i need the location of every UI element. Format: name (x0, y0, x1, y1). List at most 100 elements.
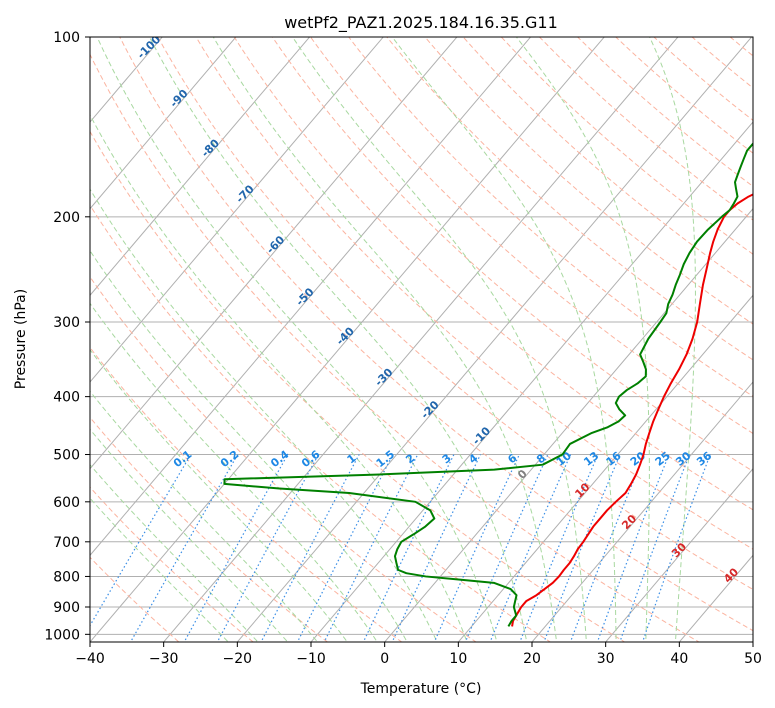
dry-adiabat (348, 37, 753, 397)
x-tick-label: 40 (670, 651, 688, 667)
moist-adiabat (90, 302, 378, 642)
moist-adiabat (391, 37, 617, 642)
moist-adiabat (90, 464, 259, 642)
isotherm-label: 10 (572, 480, 592, 500)
dry-adiabat (576, 37, 753, 187)
moist-adiabat (515, 37, 650, 642)
moist-adiabat (90, 113, 468, 642)
axis-ticks: −40 −30 −20 −10 0 10 20 30 40 50 1000 900 800 700 600 5… (44, 30, 762, 667)
mixing-ratio-line (519, 454, 599, 642)
dry-adiabat (90, 486, 254, 642)
isotherm-line (605, 467, 753, 642)
moist-adiabat (291, 37, 587, 642)
y-tick-label: 500 (53, 448, 80, 464)
mixing-ratio-label: 36 (694, 449, 714, 469)
mixing-ratio-line (391, 454, 482, 642)
dry-adiabat (90, 416, 329, 642)
sounding-traces (223, 142, 753, 627)
y-tick-label: 800 (53, 569, 80, 585)
temperature-trace (511, 193, 753, 627)
moist-adiabat (90, 428, 289, 642)
y-tick-label: 100 (53, 30, 80, 46)
isotherm-label: -50 (293, 285, 316, 308)
moist-adiabat (90, 390, 319, 642)
isotherm-line (457, 294, 753, 642)
mixing-ratio-label: 0.6 (299, 448, 323, 470)
isotherm-line (90, 37, 532, 557)
y-axis-label: Pressure (hPa) (13, 289, 29, 389)
x-tick-label: −40 (75, 651, 105, 667)
dry-adiabat (424, 37, 753, 325)
dry-adiabat (90, 204, 552, 642)
x-tick-label: 0 (380, 651, 389, 667)
dry-adiabat (119, 37, 753, 632)
x-tick-label: −30 (149, 651, 179, 667)
isotherm-label: -20 (418, 398, 441, 421)
mixing-ratio-line (543, 454, 621, 642)
isotherm-line (678, 554, 753, 642)
y-tick-label: 900 (53, 600, 80, 616)
moist-adiabat (148, 37, 528, 642)
moist-adiabat (90, 249, 408, 642)
dry-adiabat (615, 37, 753, 154)
x-axis-label: Temperature (°C) (360, 681, 482, 697)
mixing-ratio-line (464, 454, 549, 642)
mixing-ratio-label: 0.4 (268, 448, 292, 470)
isotherm-label: -80 (199, 136, 222, 159)
dry-adiabat (195, 37, 753, 550)
mixing-ratio-label: 4 (466, 451, 480, 466)
dry-adiabat (386, 37, 753, 361)
moist-adiabat (212, 37, 558, 642)
chart-title: wetPf2_PAZ1.2025.184.16.35.G11 (284, 13, 558, 33)
mixing-ratio-line (641, 454, 711, 642)
y-tick-label: 1000 (44, 627, 80, 643)
dewpoint-trace (223, 142, 753, 627)
dry-adiabat (157, 37, 753, 591)
y-tick-label: 400 (53, 390, 80, 406)
dry-adiabat (752, 24, 775, 647)
moist-adiabat (96, 37, 498, 642)
moist-adiabat (90, 188, 438, 642)
isotherm-line (384, 207, 753, 642)
y-tick-label: 200 (53, 210, 80, 226)
moist-adiabat (90, 497, 229, 642)
mixing-ratio-line (362, 454, 455, 642)
x-tick-label: 20 (523, 651, 541, 667)
isotherm-label: 40 (721, 565, 741, 585)
mixing-ratio-label: 0.1 (171, 448, 194, 470)
dry-adiabat (90, 53, 700, 642)
mixing-ratio-label: 20 (628, 449, 648, 469)
x-tick-label: 50 (744, 651, 762, 667)
x-tick-label: −20 (223, 651, 253, 667)
mixing-ratio-line (596, 454, 670, 642)
mixing-ratio-label: 25 (653, 449, 673, 469)
y-tick-label: 700 (53, 535, 80, 551)
mixing-ratio-label: 0.2 (218, 448, 241, 470)
mixing-ratio-line (260, 454, 360, 642)
dry-adiabat (729, 37, 753, 57)
x-tick-label: 10 (449, 651, 467, 667)
isotherm-line (531, 381, 753, 642)
isotherm-line (90, 37, 384, 383)
mixing-ratio-line (90, 454, 192, 627)
isotherm-line (163, 37, 679, 642)
isotherm-label: -30 (372, 366, 395, 389)
x-tick-label: 30 (597, 651, 615, 667)
dry-adiabat (90, 130, 626, 642)
isotherm-label: -70 (234, 182, 257, 205)
dry-adiabat (500, 37, 753, 255)
isotherm-label: 20 (619, 512, 639, 532)
dry-adiabat (90, 276, 477, 642)
plot-frame (89, 36, 754, 643)
isotherm-line (310, 121, 753, 642)
dry-adiabat (309, 37, 753, 435)
mixing-ratio-line (569, 454, 645, 642)
moist-adiabat (90, 348, 348, 642)
mixing-ratio-label: 1.5 (374, 448, 397, 470)
mixing-ratio-label: 13 (581, 449, 601, 469)
isotherm-label: -90 (167, 87, 190, 110)
isotherm-line (236, 37, 753, 642)
isotherm-line (90, 37, 237, 210)
dry-adiabat (691, 37, 753, 89)
